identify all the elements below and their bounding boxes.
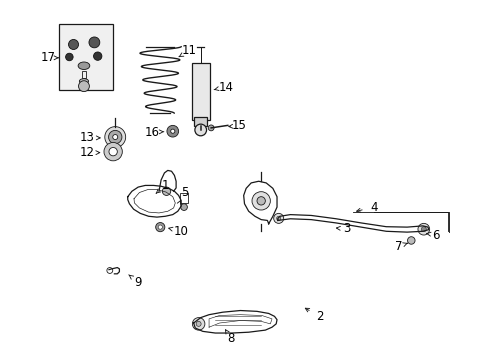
Circle shape (155, 222, 164, 232)
Circle shape (421, 227, 426, 232)
Circle shape (417, 223, 429, 235)
Circle shape (181, 204, 187, 211)
Circle shape (65, 53, 73, 61)
Text: 10: 10 (173, 225, 188, 238)
Circle shape (113, 135, 118, 140)
Circle shape (68, 40, 79, 49)
Text: 16: 16 (144, 126, 159, 139)
Circle shape (192, 318, 204, 330)
Text: 2: 2 (315, 310, 323, 323)
Circle shape (407, 237, 414, 244)
Text: 6: 6 (432, 229, 439, 242)
Text: 3: 3 (342, 222, 349, 235)
Bar (180, 193, 188, 203)
Ellipse shape (78, 62, 90, 69)
Circle shape (158, 225, 162, 229)
Text: 4: 4 (369, 201, 377, 213)
Text: 15: 15 (232, 119, 246, 132)
Text: 9: 9 (134, 276, 142, 289)
Circle shape (93, 52, 102, 60)
Text: 11: 11 (182, 44, 197, 57)
Circle shape (108, 130, 122, 144)
Bar (81, 71, 86, 78)
Text: 8: 8 (227, 332, 234, 345)
Circle shape (79, 81, 89, 91)
Text: 1: 1 (161, 179, 169, 192)
Text: 12: 12 (79, 147, 94, 159)
Circle shape (251, 192, 270, 210)
Circle shape (208, 125, 214, 131)
Bar (59, 24, 113, 90)
Text: 5: 5 (181, 186, 188, 199)
Text: 7: 7 (394, 240, 402, 253)
Circle shape (162, 187, 170, 195)
Circle shape (109, 148, 117, 156)
Circle shape (195, 124, 206, 136)
Bar (191, 63, 209, 120)
Circle shape (196, 321, 201, 327)
Text: 14: 14 (218, 81, 233, 94)
Circle shape (170, 129, 175, 133)
Circle shape (166, 125, 178, 137)
Ellipse shape (79, 79, 88, 84)
Circle shape (89, 37, 100, 48)
Circle shape (276, 216, 280, 220)
Text: 13: 13 (79, 131, 94, 144)
Circle shape (257, 197, 265, 205)
Circle shape (104, 127, 125, 148)
Circle shape (273, 213, 283, 223)
Bar (194, 117, 207, 126)
Text: 17: 17 (41, 51, 56, 64)
Circle shape (104, 143, 122, 161)
